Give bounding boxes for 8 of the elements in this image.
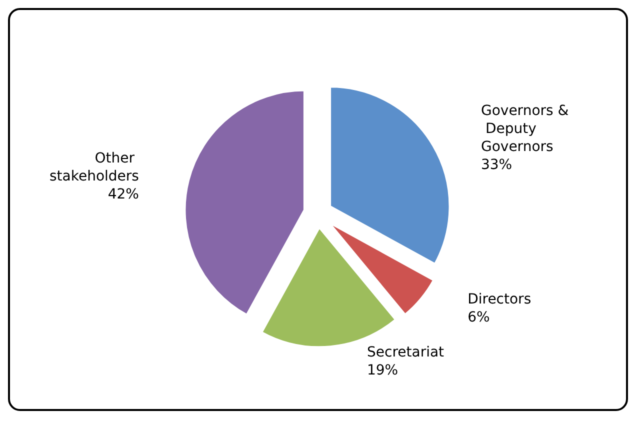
slice-label: Directors: [468, 291, 532, 308]
data-label: 6%: [468, 309, 490, 326]
slice-label: Governors & Deputy Governors: [480, 102, 569, 155]
slice-label: Secretariat: [366, 344, 445, 361]
slice-label: Other stakeholders: [50, 150, 139, 185]
data-label: 19%: [366, 362, 398, 379]
data-label: 42%: [108, 186, 139, 203]
data-label: 33%: [480, 156, 512, 173]
